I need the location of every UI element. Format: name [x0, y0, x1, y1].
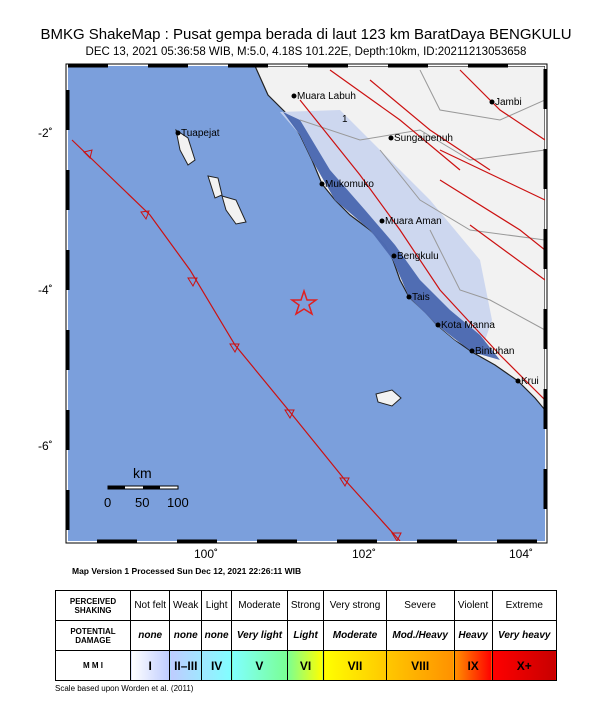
- damage-cell: Very heavy: [491, 620, 558, 651]
- shaking-cell: Not felt: [129, 590, 171, 621]
- svg-text:Krui: Krui: [521, 376, 539, 387]
- shaking-coastal-band: [283, 112, 500, 360]
- map-version: Map Version 1 Processed Sun Dec 12, 2021…: [72, 566, 302, 576]
- mmi-cell: IX: [453, 650, 493, 681]
- row-header: PERCEIVED SHAKING: [55, 590, 131, 621]
- scale-bar: km 0 50 100: [104, 465, 189, 510]
- city-labels: Muara Labuh Tuapejat Sungaipenuh Jambi M…: [175, 91, 539, 387]
- city-bengkulu: Bengkulu: [391, 251, 439, 262]
- damage-cell: Moderate: [323, 620, 387, 651]
- city-bintuhan: Bintuhan: [469, 346, 514, 357]
- shaking-cell: Strong: [286, 590, 325, 621]
- event-details: DEC 13, 2021 05:36:58 WIB, M:5.0, 4.18S …: [85, 46, 527, 58]
- damage-cell: Very light: [231, 620, 288, 651]
- city-tais: Tais: [406, 292, 430, 303]
- damage-row: POTENTIAL DAMAGE none none none Very light Li…: [55, 620, 558, 651]
- shaking-cell: Light: [201, 590, 233, 621]
- mmi-cell: V: [231, 650, 288, 681]
- mmi-row: M M I I II–III IV V VI VII VIII IX X+: [55, 650, 558, 681]
- city-mukomuko: Mukomuko: [319, 179, 374, 190]
- lat-tick: -4˚: [38, 283, 53, 297]
- mmi-cell: IV: [201, 650, 233, 681]
- svg-text:Tuapejat: Tuapejat: [181, 128, 220, 139]
- subduction-trench: [71, 139, 401, 541]
- lat-tick: -2˚: [38, 126, 53, 140]
- damage-cell: Heavy: [453, 620, 493, 651]
- row-header: M M I: [55, 650, 131, 681]
- shaking-intensity-area: [280, 110, 492, 355]
- lon-tick: 104˚: [509, 547, 533, 560]
- mmi-legend-table: PERCEIVED SHAKING Not felt Weak Light Modera…: [55, 590, 558, 681]
- city-kota-manna: Kota Manna: [435, 320, 495, 331]
- shaking-cell: Very strong: [323, 590, 387, 621]
- damage-cell: Light: [286, 620, 325, 651]
- city-muara-labuh: Muara Labuh: [291, 91, 356, 102]
- damage-cell: Mod./Heavy: [385, 620, 455, 651]
- svg-text:Jambi: Jambi: [495, 97, 522, 108]
- damage-cell: none: [129, 620, 171, 651]
- mmi-cell: I: [129, 650, 171, 681]
- svg-text:100: 100: [167, 495, 189, 510]
- svg-text:Mukomuko: Mukomuko: [325, 179, 374, 190]
- mmi-cell: X+: [491, 650, 558, 681]
- epicenter-star-icon: [289, 288, 319, 316]
- shakemap: 1 Muara Labuh Tuapejat Sungaipenuh Jambi…: [38, 63, 548, 560]
- city-krui: Krui: [515, 376, 539, 387]
- province-boundaries: [299, 69, 545, 331]
- mmi-cell: VIII: [385, 650, 455, 681]
- damage-cell: none: [201, 620, 233, 651]
- shaking-cell: Extreme: [491, 590, 558, 621]
- city-muara-aman: Muara Aman: [379, 216, 442, 227]
- shaking-cell: Weak: [169, 590, 203, 621]
- trench-teeth: [83, 149, 402, 541]
- contour-label: 1: [342, 114, 348, 125]
- lat-tick: -6˚: [38, 439, 53, 453]
- lon-tick: 100˚: [194, 547, 218, 560]
- mmi-cell: II–III: [169, 650, 203, 681]
- shaking-row: PERCEIVED SHAKING Not felt Weak Light Modera…: [55, 590, 558, 621]
- mmi-cell: VII: [323, 650, 387, 681]
- row-header: POTENTIAL DAMAGE: [55, 620, 131, 651]
- islands: [175, 128, 402, 407]
- shaking-cell: Moderate: [231, 590, 288, 621]
- svg-text:50: 50: [135, 495, 149, 510]
- scale-credit: Scale based upon Worden et al. (2011): [55, 684, 194, 693]
- shaking-cell: Violent: [453, 590, 493, 621]
- svg-text:0: 0: [104, 495, 111, 510]
- svg-text:km: km: [133, 465, 152, 481]
- mmi-cell: VI: [286, 650, 325, 681]
- lon-tick: 102˚: [352, 547, 376, 560]
- map-title: BMKG ShakeMap : Pusat gempa berada di la…: [40, 26, 572, 43]
- svg-text:Bengkulu: Bengkulu: [397, 251, 439, 262]
- svg-text:Tais: Tais: [412, 292, 430, 303]
- svg-text:Muara Aman: Muara Aman: [385, 216, 442, 227]
- svg-text:Muara Labuh: Muara Labuh: [297, 91, 356, 102]
- svg-text:Kota Manna: Kota Manna: [441, 320, 495, 331]
- svg-text:Bintuhan: Bintuhan: [475, 346, 514, 357]
- fault-lines: [299, 69, 545, 401]
- city-jambi: Jambi: [489, 97, 522, 108]
- svg-text:Sungaipenuh: Sungaipenuh: [394, 133, 453, 144]
- city-sungaipenuh: Sungaipenuh: [388, 133, 453, 144]
- city-tuapejat: Tuapejat: [175, 128, 220, 139]
- shaking-cell: Severe: [385, 590, 455, 621]
- damage-cell: none: [169, 620, 203, 651]
